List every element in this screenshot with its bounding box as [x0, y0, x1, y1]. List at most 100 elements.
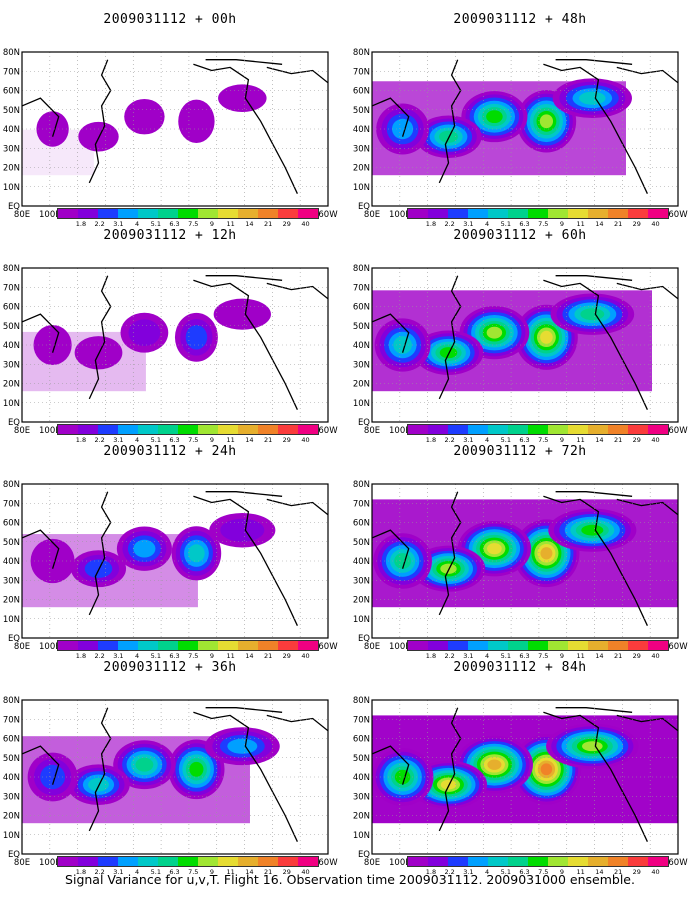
colorbar-label: 6.3	[169, 652, 180, 660]
colorbar: 1.8 2.2 3.1 4 5.1 6.3 7.5 9 11 14 21 29 40	[57, 424, 319, 446]
colorbar-swatch	[178, 641, 198, 650]
lat-tick-label: 60N	[3, 735, 20, 745]
variance-contour	[440, 779, 457, 790]
colorbar-swatch	[98, 857, 118, 866]
lat-tick-label: EQ	[8, 418, 20, 428]
lat-tick-label: 30N	[353, 792, 370, 802]
variance-contour	[124, 98, 165, 135]
colorbar-swatch	[78, 641, 98, 650]
lat-tick-label: EQ	[358, 850, 370, 860]
lon-tick-label: 100E	[39, 642, 61, 652]
coastline	[193, 63, 298, 194]
colorbar-label: 29	[282, 652, 291, 660]
lat-tick-label: 50N	[353, 322, 370, 332]
colorbar-label: 29	[632, 652, 641, 660]
lat-tick-label: 80N	[353, 48, 370, 58]
lon-tick-label: 80E	[14, 642, 30, 652]
colorbar-label: 5.1	[500, 436, 511, 444]
colorbar-swatch	[548, 857, 568, 866]
coastline	[438, 275, 462, 400]
colorbar-label: 14	[245, 220, 254, 228]
colorbar-swatch	[548, 209, 568, 218]
colorbar-swatch	[238, 641, 258, 650]
colorbar-label: 1.8	[75, 436, 87, 444]
lat-tick-label: 60N	[353, 87, 370, 97]
coastline	[543, 711, 648, 842]
variance-contour	[74, 336, 123, 370]
coastline	[22, 97, 60, 137]
colorbar-swatch	[448, 857, 468, 866]
colorbar-swatch	[278, 425, 298, 434]
colorbar-swatch	[58, 425, 78, 434]
coastline	[193, 279, 298, 410]
colorbar-label: 21	[613, 652, 623, 660]
colorbar-label: 40	[301, 868, 310, 876]
variance-contour	[218, 84, 267, 112]
colorbar-swatch	[218, 857, 238, 866]
colorbar-label: 2.2	[94, 868, 105, 876]
colorbar-label: 1.8	[425, 220, 437, 228]
lat-tick-label: 50N	[353, 754, 370, 764]
lat-tick-label: 10N	[3, 399, 20, 409]
colorbar-label: 21	[263, 652, 273, 660]
colorbar-swatch	[158, 209, 178, 218]
panel-title: 2009031112 + 00h	[103, 12, 237, 27]
colorbar-swatch	[198, 425, 218, 434]
lat-tick-label: 20N	[3, 164, 20, 174]
colorbar-label: 21	[613, 436, 623, 444]
coastline	[193, 495, 298, 626]
colorbar-label: 11	[226, 436, 235, 444]
variance-contour	[30, 538, 75, 584]
lat-tick-label: 50N	[353, 106, 370, 116]
colorbar-label: 14	[595, 436, 604, 444]
lon-tick-label: 80E	[14, 426, 30, 436]
colorbar-label: 9	[209, 436, 215, 444]
lat-tick-label: EQ	[358, 634, 370, 644]
lat-tick-label: 20N	[3, 596, 20, 606]
colorbar-swatch	[468, 641, 488, 650]
colorbar-swatch	[528, 641, 548, 650]
colorbar-label: 9	[559, 436, 565, 444]
lat-tick-label: 30N	[3, 576, 20, 586]
coastline	[22, 313, 60, 353]
map-frame	[371, 267, 679, 423]
colorbar-swatch	[468, 857, 488, 866]
variance-map: 80E100E120E140E160E180160W140W120W100W80…	[3, 48, 338, 220]
colorbar-label: 14	[595, 868, 604, 876]
colorbar-label: 6.3	[519, 868, 530, 876]
lat-tick-label: EQ	[8, 850, 20, 860]
variance-map: 80E100E120E140E160E180160W140W120W100W80…	[3, 264, 338, 436]
coastline	[372, 97, 410, 137]
colorbar-label: 14	[245, 652, 254, 660]
lat-tick-label: 60N	[3, 519, 20, 529]
colorbar-swatch	[98, 209, 118, 218]
lat-tick-label: 70N	[3, 283, 20, 293]
coastline	[438, 59, 462, 184]
colorbar-label: 6.3	[519, 652, 530, 660]
colorbar-label: 2.2	[444, 868, 455, 876]
lat-tick-label: 20N	[353, 596, 370, 606]
lat-tick-label: 30N	[353, 576, 370, 586]
colorbar-label: 40	[651, 220, 660, 228]
colorbar-label: 4	[135, 436, 140, 444]
variance-contour	[487, 759, 502, 770]
colorbar-swatch	[298, 857, 318, 866]
variance-contour	[486, 326, 503, 339]
colorbar-swatch	[508, 857, 528, 866]
colorbar-label: 5.1	[500, 868, 511, 876]
colorbar-label: 4	[135, 220, 140, 228]
variance-contour	[84, 559, 113, 578]
colorbar-swatch	[198, 857, 218, 866]
colorbar-swatch	[298, 641, 318, 650]
colorbar-label: 9	[209, 652, 215, 660]
colorbar-swatch	[408, 209, 428, 218]
lat-tick-label: 10N	[3, 615, 20, 625]
colorbar-label: 1.8	[425, 652, 437, 660]
colorbar-swatch	[568, 425, 588, 434]
colorbar: 1.8 2.2 3.1 4 5.1 6.3 7.5 9 11 14 21 29 40	[407, 424, 669, 446]
coastline	[616, 498, 678, 516]
colorbar-swatches	[407, 208, 669, 219]
colorbar-label: 11	[576, 220, 585, 228]
colorbar-label: 4	[485, 436, 490, 444]
colorbar: 1.8 2.2 3.1 4 5.1 6.3 7.5 9 11 14 21 29 40	[407, 208, 669, 230]
